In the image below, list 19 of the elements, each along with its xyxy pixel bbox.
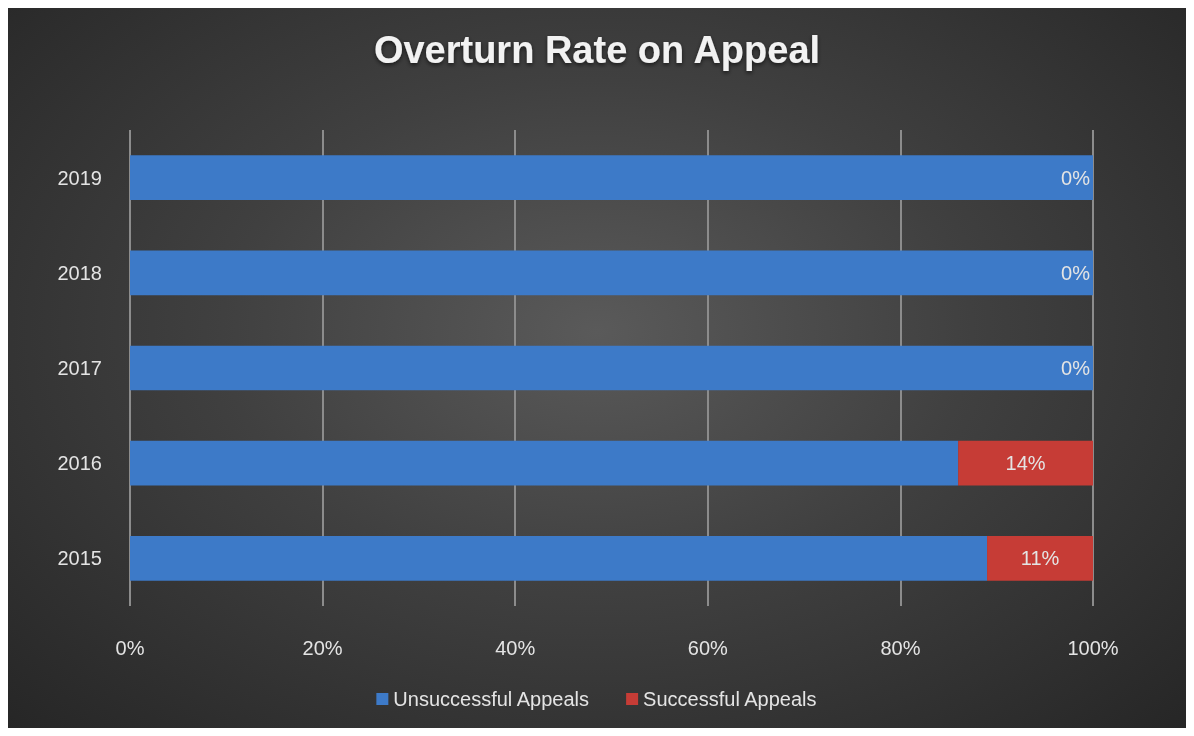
x-tick-label: 40% (495, 637, 536, 659)
data-label: 14% (1005, 452, 1046, 475)
chart-title: Overturn Rate on Appeal (373, 29, 821, 71)
x-tick-label: 80% (880, 637, 921, 659)
x-tick-label: 60% (687, 637, 729, 659)
x-tick-label: 0% (115, 637, 145, 659)
data-label: 0% (1061, 357, 1091, 379)
y-tick-label: 2019 (57, 166, 102, 189)
y-tick-label: 2016 (57, 452, 102, 475)
y-tick-label: 2015 (57, 547, 102, 570)
legend-label: Successful Appeals (643, 688, 817, 710)
y-tick-label: 2017 (57, 357, 102, 379)
y-tick-label: 2018 (57, 261, 102, 284)
x-tick-label: 20% (302, 637, 343, 659)
legend-label: Unsuccessful Appeals (393, 688, 590, 710)
x-tick-label: 100% (1067, 637, 1119, 659)
data-label: 11% (1020, 547, 1060, 570)
data-label: 0% (1061, 261, 1091, 284)
data-label: 0% (1061, 166, 1091, 189)
